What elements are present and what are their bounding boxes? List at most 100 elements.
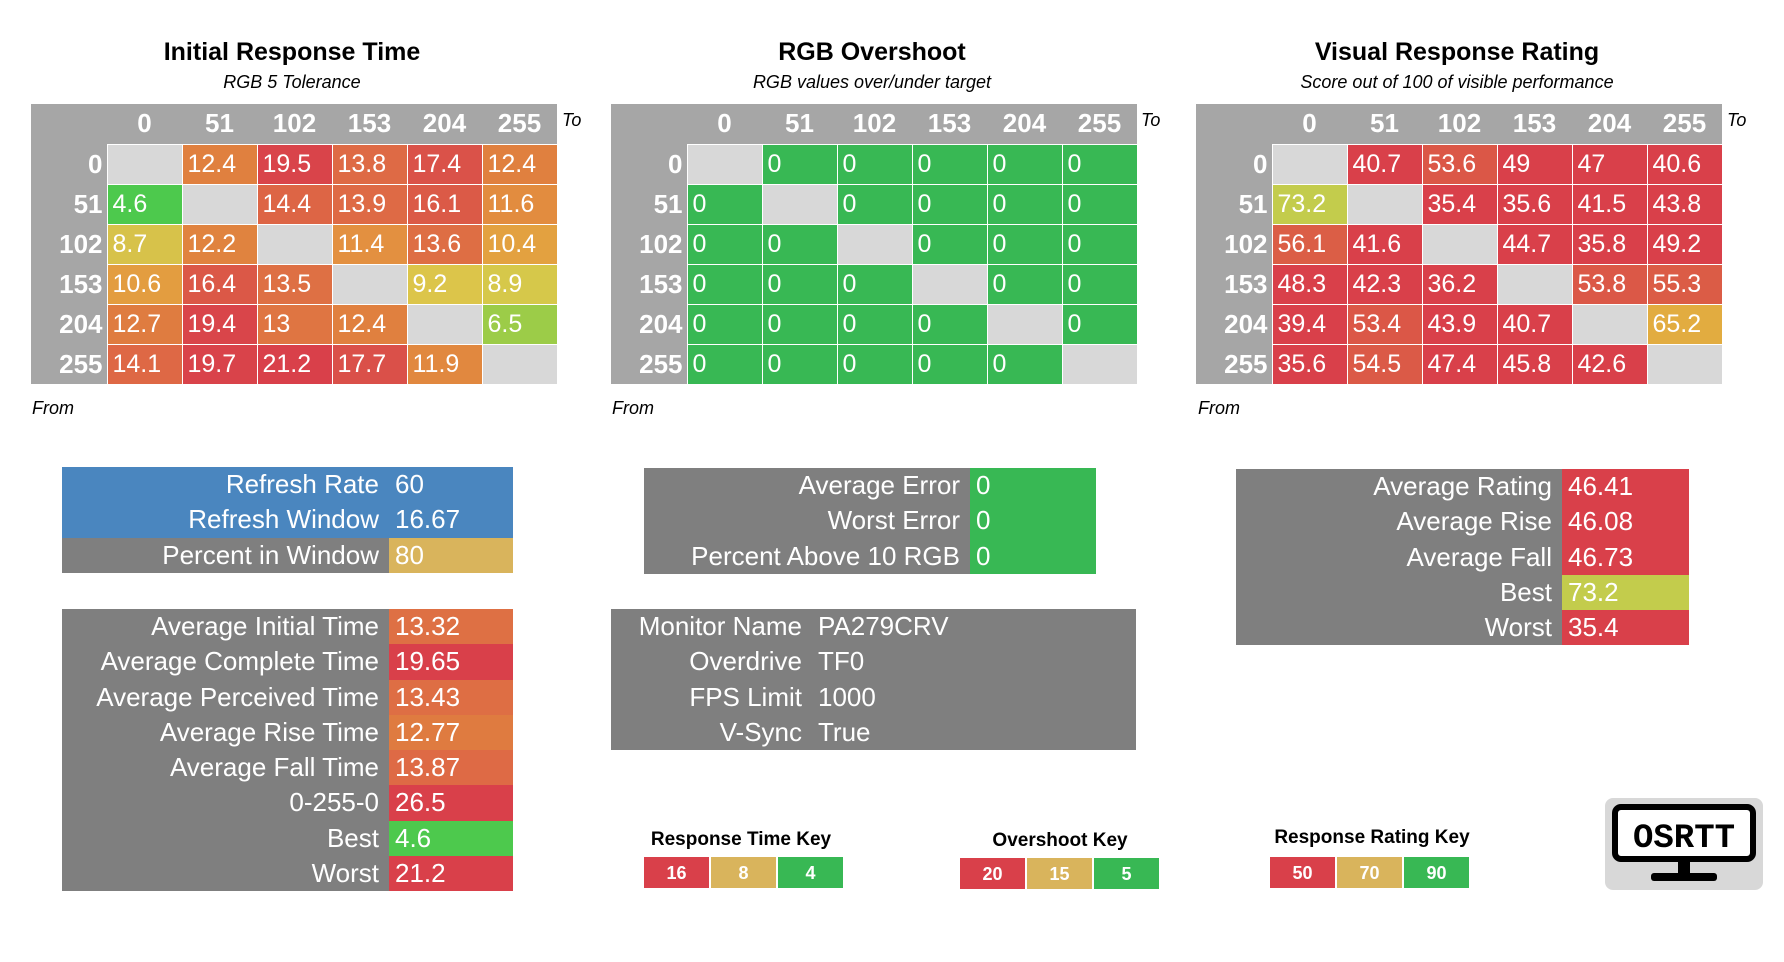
column-header: 51 (1347, 104, 1422, 144)
row-header: 153 (1196, 264, 1272, 304)
matrix-cell (761, 183, 838, 225)
matrix-cell: 42.6 (1571, 343, 1648, 385)
stat-row: Average Rating 46.41 (1236, 469, 1689, 505)
overshoot-matrix: 0 51 102 153 204 255 0 0 0 0 0 0 51 0 0 0 0 0 102 0 0 0 0 0 153 0… (611, 104, 1138, 385)
matrix-cell: 13 (256, 303, 333, 345)
column-header: 153 (912, 104, 987, 144)
matrix-cell (911, 263, 988, 305)
matrix-cell: 16.1 (406, 183, 483, 225)
matrix-cell (481, 343, 558, 385)
stat-label: Worst (1236, 610, 1562, 646)
matrix-cell: 13.6 (406, 223, 483, 265)
stat-label: Monitor Name (611, 609, 812, 645)
stat-value: 60 (389, 467, 513, 503)
stat-value: 12.77 (389, 714, 513, 751)
matrix-cell: 16.4 (181, 263, 258, 305)
row-header: 255 (1196, 344, 1272, 384)
stat-value: 13.32 (389, 609, 513, 645)
stat-value: 21.2 (389, 856, 513, 892)
initial-response-to-label: To (562, 110, 582, 130)
matrix-cell: 56.1 (1271, 223, 1348, 265)
matrix-cell (1421, 223, 1498, 265)
matrix-cell: 53.4 (1346, 303, 1423, 345)
matrix-cell: 41.5 (1571, 183, 1648, 225)
matrix-cell: 54.5 (1346, 343, 1423, 385)
stat-label: FPS Limit (611, 679, 812, 715)
stat-value: 80 (389, 537, 513, 573)
visual-rating-to-label: To (1727, 110, 1747, 130)
matrix-cell: 0 (836, 343, 913, 385)
stat-row: Refresh Rate 60 (62, 467, 513, 503)
matrix-cell (986, 303, 1063, 345)
visual-rating-matrix: 0 51 102 153 204 255 0 40.7 53.6 49 47 40.6 51 73.2 35… (1196, 104, 1723, 385)
column-header: 255 (1062, 104, 1137, 144)
matrix-cell (686, 143, 763, 185)
visual-rating-from-label: From (1198, 398, 1240, 418)
monitor-info: Monitor Name PA279CRV Overdrive TF0 FPS … (611, 609, 1136, 751)
stat-row: Percent Above 10 RGB 0 (644, 538, 1096, 574)
matrix-cell: 0 (911, 303, 988, 345)
response-rating-key: 50 70 90 (1269, 856, 1470, 889)
column-header: 204 (987, 104, 1062, 144)
matrix-cell: 12.4 (181, 143, 258, 185)
matrix-cell: 49.2 (1646, 223, 1723, 265)
stat-value: True (812, 714, 1136, 751)
stat-value: 26.5 (389, 785, 513, 821)
visual-rating-title: Visual Response Rating (1314, 38, 1600, 66)
matrix-cell: 48.3 (1271, 263, 1348, 305)
column-header: 51 (762, 104, 837, 144)
stat-label: Average Initial Time (62, 609, 389, 645)
column-header: 255 (1647, 104, 1722, 144)
initial-response-title: Initial Response Time (163, 38, 421, 66)
stat-label: Worst (62, 856, 389, 892)
stat-label: V-Sync (611, 714, 812, 751)
matrix-cell: 35.4 (1421, 183, 1498, 225)
row-header: 0 (31, 144, 107, 184)
stat-value: 46.41 (1562, 469, 1689, 505)
matrix-cell: 13.9 (331, 183, 408, 225)
key-swatch: 50 (1269, 856, 1336, 889)
matrix-cell (1496, 263, 1573, 305)
column-header: 0 (1272, 104, 1347, 144)
refresh-stats: Refresh Rate 60 Refresh Window 16.67 Per… (62, 467, 513, 573)
matrix-cell: 0 (911, 343, 988, 385)
matrix-cell: 0 (836, 263, 913, 305)
matrix-cell: 0 (686, 263, 763, 305)
corner-cell (31, 104, 107, 144)
matrix-cell: 55.3 (1646, 263, 1723, 305)
matrix-cell: 4.6 (106, 183, 183, 225)
matrix-cell: 45.8 (1496, 343, 1573, 385)
key-swatch: 8 (710, 856, 777, 889)
stat-value: 16.67 (389, 502, 513, 538)
row-header: 0 (1196, 144, 1272, 184)
column-header: 204 (407, 104, 482, 144)
matrix-cell: 43.9 (1421, 303, 1498, 345)
stat-value: 19.65 (389, 644, 513, 680)
matrix-cell: 65.2 (1646, 303, 1723, 345)
row-header: 51 (31, 184, 107, 224)
matrix-cell: 6.5 (481, 303, 558, 345)
stat-value: 1000 (812, 679, 1136, 715)
row-header: 204 (611, 304, 687, 344)
stat-label: Average Fall (1236, 539, 1562, 575)
overshoot-to-label: To (1141, 110, 1161, 130)
stat-value: 0 (970, 503, 1096, 539)
matrix-cell: 10.4 (481, 223, 558, 265)
matrix-cell: 35.6 (1271, 343, 1348, 385)
stat-label: 0-255-0 (62, 785, 389, 821)
matrix-cell: 9.2 (406, 263, 483, 305)
response-time-key: 16 8 4 (643, 856, 844, 889)
matrix-cell: 11.9 (406, 343, 483, 385)
key-swatch: 16 (643, 856, 710, 889)
matrix-cell: 12.7 (106, 303, 183, 345)
stat-row: Average Initial Time 13.32 (62, 609, 513, 645)
matrix-cell: 10.6 (106, 263, 183, 305)
matrix-cell: 53.8 (1571, 263, 1648, 305)
key-swatch: 90 (1403, 856, 1470, 889)
matrix-cell: 0 (761, 343, 838, 385)
column-header: 102 (837, 104, 912, 144)
matrix-cell (1571, 303, 1648, 345)
column-header: 153 (332, 104, 407, 144)
matrix-cell: 0 (1061, 183, 1138, 225)
column-header: 102 (1422, 104, 1497, 144)
